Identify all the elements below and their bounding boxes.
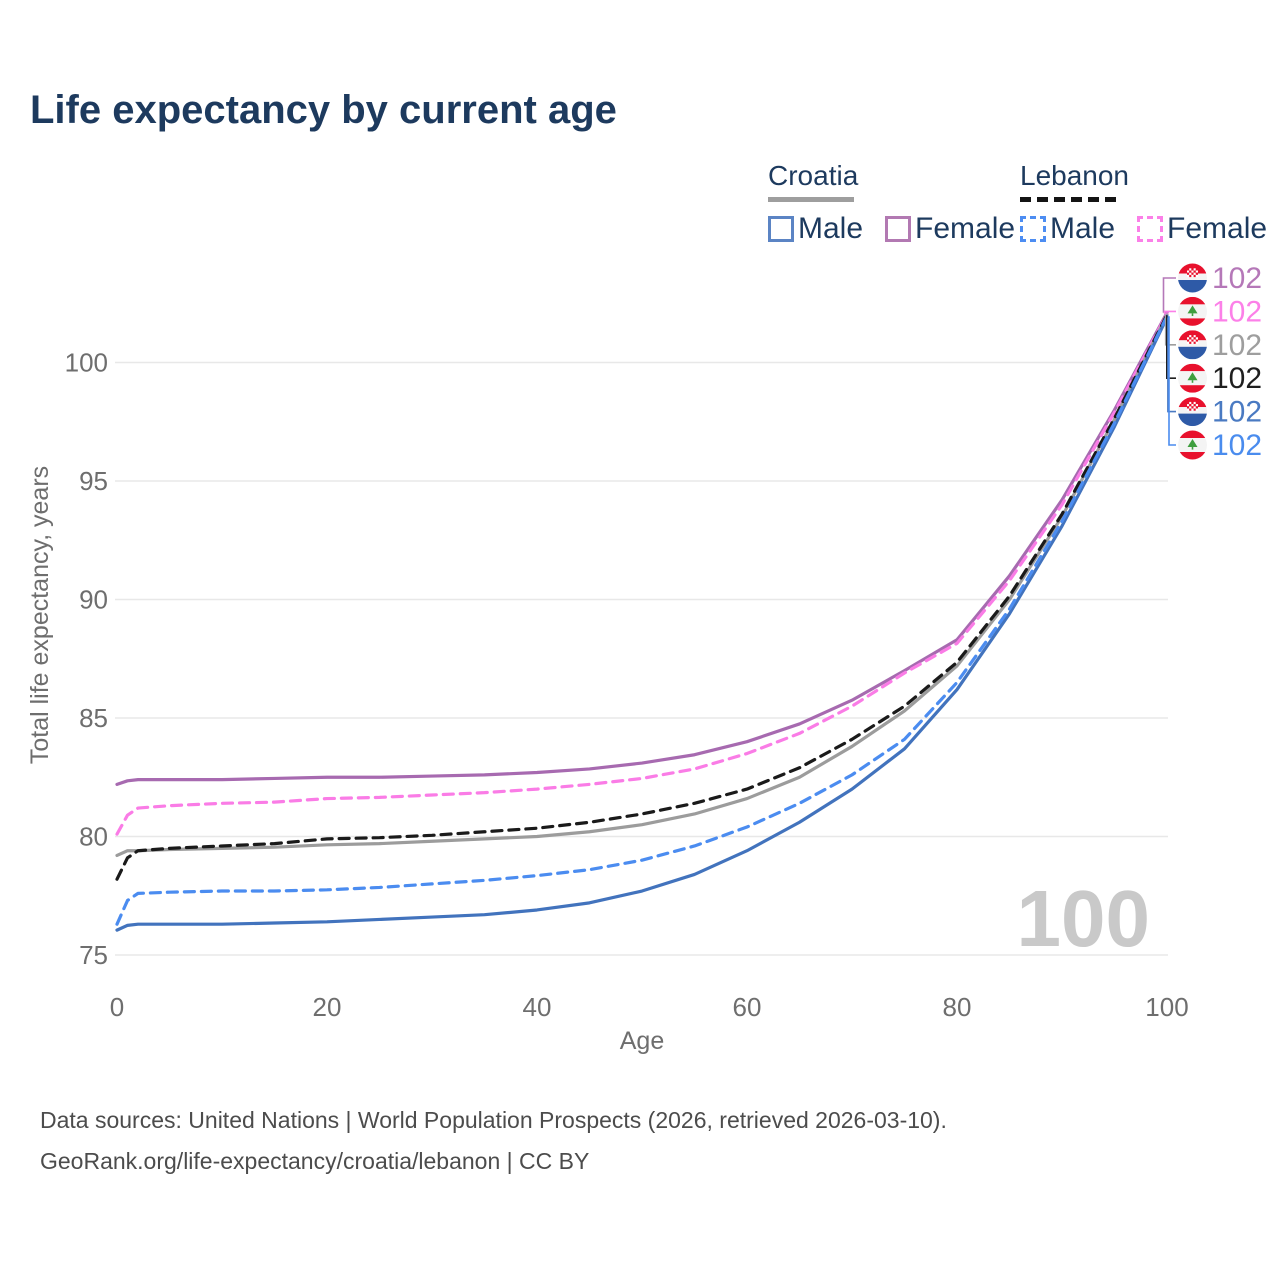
- data-sources-line: Data sources: United Nations | World Pop…: [40, 1107, 947, 1133]
- legend-label: Male: [798, 212, 864, 245]
- croatia-female-swatch-icon: [885, 216, 912, 242]
- croatia-male-swatch-icon: [768, 216, 794, 242]
- line-lebanon-female[interactable]: [115, 312, 1169, 836]
- legend-label: Female: [1167, 212, 1268, 245]
- end-value-label: 102: [1212, 329, 1262, 362]
- lebanon-flag-icon: [1178, 363, 1207, 393]
- lebanon-flag-icon: [1178, 430, 1207, 460]
- lebanon-flag-icon: [1178, 296, 1207, 326]
- x-tick-label: 40: [523, 992, 552, 1022]
- page-title: Life expectancy by current age: [30, 88, 617, 132]
- x-tick-label: 80: [943, 992, 972, 1022]
- end-value-label: 102: [1212, 362, 1262, 395]
- legend-item-croatia-female[interactable]: Female: [885, 212, 1015, 246]
- croatia-flag-icon: [1178, 263, 1207, 293]
- y-tick-label: 95: [79, 466, 108, 496]
- y-tick-label: 100: [65, 348, 108, 378]
- line-croatia-male[interactable]: [115, 315, 1169, 932]
- line-croatia-both[interactable]: [115, 313, 1169, 858]
- legend-country-lebanon: Lebanon: [1020, 160, 1130, 191]
- end-value-label: 102: [1212, 429, 1262, 462]
- x-axis-title: Age: [620, 1027, 664, 1055]
- line-croatia-female[interactable]: [115, 311, 1169, 786]
- legend-label: Female: [915, 212, 1016, 245]
- croatia-flag-icon: [1178, 397, 1207, 427]
- leader-line: [1162, 277, 1176, 313]
- leader-line: [1163, 310, 1176, 314]
- x-tick-label: 100: [1145, 992, 1188, 1022]
- legend-item-croatia-male[interactable]: Male: [768, 212, 863, 246]
- croatia-flag-icon: [1178, 330, 1207, 360]
- end-value-label: 102: [1212, 295, 1262, 328]
- legend-group-lebanon: Lebanon Male Female: [1020, 160, 1280, 246]
- series-lines: [115, 311, 1169, 932]
- croatia-linestyle-sample: [768, 197, 854, 202]
- legend-country-croatia: Croatia: [768, 160, 859, 191]
- y-axis-title: Total life expectancy, years: [26, 466, 54, 764]
- end-value-label: 102: [1212, 262, 1262, 295]
- legend-group-croatia: Croatia Male Female: [768, 160, 1037, 246]
- leader-line: [1168, 316, 1176, 446]
- legend-item-lebanon-male[interactable]: Male: [1020, 212, 1115, 246]
- footer: Data sources: United Nations | World Pop…: [40, 1100, 947, 1182]
- leader-line: [1166, 315, 1176, 380]
- x-axis-ticks: 0 20 40 60 80 100: [110, 992, 1189, 1022]
- x-tick-label: 0: [110, 992, 124, 1022]
- attribution-line: GeoRank.org/life-expectancy/croatia/leba…: [40, 1148, 590, 1174]
- y-axis-ticks: 75 80 85 90 95 100: [65, 348, 108, 971]
- x-tick-label: 60: [733, 992, 762, 1022]
- x-tick-label: 20: [313, 992, 342, 1022]
- y-tick-label: 90: [79, 585, 108, 615]
- y-tick-label: 85: [79, 703, 108, 733]
- legend-label: Male: [1050, 212, 1116, 245]
- leader-line: [1164, 315, 1176, 346]
- line-lebanon-male[interactable]: [115, 314, 1169, 926]
- lebanon-linestyle-sample: [1020, 197, 1120, 202]
- lebanon-male-swatch-icon: [1020, 216, 1046, 242]
- leader-line: [1167, 317, 1176, 413]
- end-value-label: 102: [1212, 396, 1262, 429]
- lebanon-female-swatch-icon: [1137, 216, 1164, 242]
- label-leader-lines: [1162, 277, 1176, 446]
- age-counter-watermark: 100: [1017, 874, 1150, 963]
- gridlines: [115, 361, 1168, 956]
- legend-item-lebanon-female[interactable]: Female: [1137, 212, 1267, 246]
- y-tick-label: 75: [79, 940, 108, 970]
- line-lebanon-both[interactable]: [115, 313, 1169, 881]
- y-tick-label: 80: [79, 822, 108, 852]
